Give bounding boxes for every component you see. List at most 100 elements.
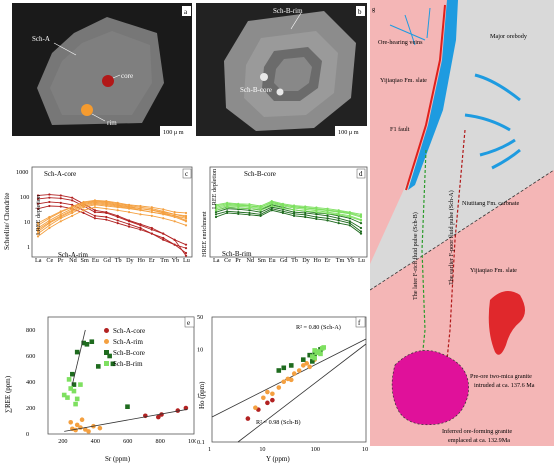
c-point xyxy=(93,214,97,217)
f-point xyxy=(312,355,317,361)
e-frame xyxy=(47,316,195,435)
e-point xyxy=(97,425,103,431)
d-point xyxy=(281,206,285,210)
earlier-pulse-label: The earlier F-poor fluid pulse (Sch-A) xyxy=(448,190,455,285)
c-point xyxy=(105,202,108,205)
f-point xyxy=(321,345,327,350)
c-point xyxy=(105,211,108,214)
d-point xyxy=(237,206,240,210)
c-point xyxy=(93,199,97,202)
d-point xyxy=(292,204,296,207)
e-point xyxy=(70,371,75,377)
d-point xyxy=(292,214,296,217)
sch-a-core-label: Sch-A-core xyxy=(44,170,76,178)
c-point xyxy=(173,213,176,216)
c-xtick: Eu xyxy=(92,257,99,264)
c-point xyxy=(139,213,142,216)
d-xtick: Lu xyxy=(358,257,365,264)
d-point xyxy=(214,215,218,219)
d-point xyxy=(348,222,351,225)
c-series-line xyxy=(37,204,187,235)
c-xtick: Yb xyxy=(172,257,180,264)
d-point xyxy=(270,207,273,210)
d-point xyxy=(304,211,307,215)
later-pulse-label: The later F-rich fluid pulse (Sch-B) xyxy=(412,212,419,300)
c-point xyxy=(93,211,97,214)
c-point xyxy=(36,226,40,230)
c-point xyxy=(36,235,40,238)
e-point xyxy=(68,420,74,425)
ore-vein xyxy=(464,113,511,132)
e-xtick: 400 xyxy=(91,438,100,445)
d-point xyxy=(270,209,273,212)
d-point xyxy=(315,217,318,221)
f-xlabel: Y (ppm) xyxy=(266,455,290,463)
c-point xyxy=(71,214,74,217)
yijiaqiao-upper-label: Yijiaqiao Fm. slate xyxy=(380,77,427,84)
e-point xyxy=(84,342,90,347)
f-point xyxy=(265,389,270,395)
d-point xyxy=(304,205,307,208)
f-ytick: 1 xyxy=(197,393,200,400)
c-point xyxy=(105,204,108,208)
sch-b-rim-label: Sch-B-rim xyxy=(273,7,303,15)
c-point xyxy=(82,209,85,212)
d-point xyxy=(359,232,363,235)
c-point xyxy=(150,228,153,231)
e-point xyxy=(175,408,181,413)
thin-vein xyxy=(389,24,426,41)
c-point xyxy=(48,196,51,199)
c-point xyxy=(184,220,188,223)
e-ytick: 200 xyxy=(26,405,35,412)
e-point xyxy=(74,422,80,428)
panel-c: Scheelite/ Chondrite 1000 100 10 1 La Ce P… xyxy=(0,165,193,275)
e-trend-arrow xyxy=(64,408,188,432)
d-point xyxy=(315,206,318,209)
f-point xyxy=(270,391,275,397)
c-point xyxy=(184,243,188,246)
d-xtick: Dy xyxy=(302,257,310,264)
e-point xyxy=(73,401,78,407)
d-point xyxy=(214,211,218,214)
c-point xyxy=(48,219,51,222)
r2-sch-a: R² = 0.80 (Sch-A) xyxy=(296,324,341,331)
legend-label: Sch-B-rim xyxy=(113,360,143,368)
yijiaqiao-lower-label: Yijiaqiao Fm. slate xyxy=(470,267,517,274)
c-point xyxy=(59,205,62,208)
niutitang-carbonate xyxy=(370,0,554,290)
e-point xyxy=(110,361,116,367)
d-point xyxy=(315,215,318,219)
e-xlabel: Sr (ppm) xyxy=(105,455,131,463)
c-point xyxy=(173,220,176,223)
c-point xyxy=(150,208,153,212)
c-point xyxy=(71,199,74,202)
e-ytick: 0 xyxy=(26,431,29,438)
c-point xyxy=(150,232,153,235)
d-point xyxy=(248,211,251,215)
legend-label: Sch-A-core xyxy=(113,327,145,335)
d-xtick: Sm xyxy=(258,257,266,264)
d-point xyxy=(248,209,251,212)
c-point xyxy=(93,217,97,220)
niutitang-label: Niutitang Fm. carbnate xyxy=(462,200,519,207)
d-point xyxy=(259,211,262,214)
c-point xyxy=(93,203,97,206)
d-side-bottom: HREE enrichment xyxy=(201,211,208,257)
e-point xyxy=(74,349,80,355)
c-point xyxy=(71,196,74,199)
e-point xyxy=(125,404,130,409)
d-point xyxy=(337,217,340,220)
d-xtick: Yb xyxy=(347,257,355,264)
f-point xyxy=(281,365,287,371)
panel-b: b Sch-B-rim Sch-B-core 100 μ m xyxy=(196,3,367,136)
e-point xyxy=(86,429,91,434)
e-ylabel: ∑REE (ppm) xyxy=(4,375,12,413)
c-point xyxy=(105,215,108,219)
f-point xyxy=(245,416,251,421)
d-point xyxy=(248,203,251,206)
d-xtick: Er xyxy=(325,257,331,264)
d-point xyxy=(359,219,363,222)
panel-a: a Sch-A core rim 100 μ m xyxy=(12,3,192,136)
